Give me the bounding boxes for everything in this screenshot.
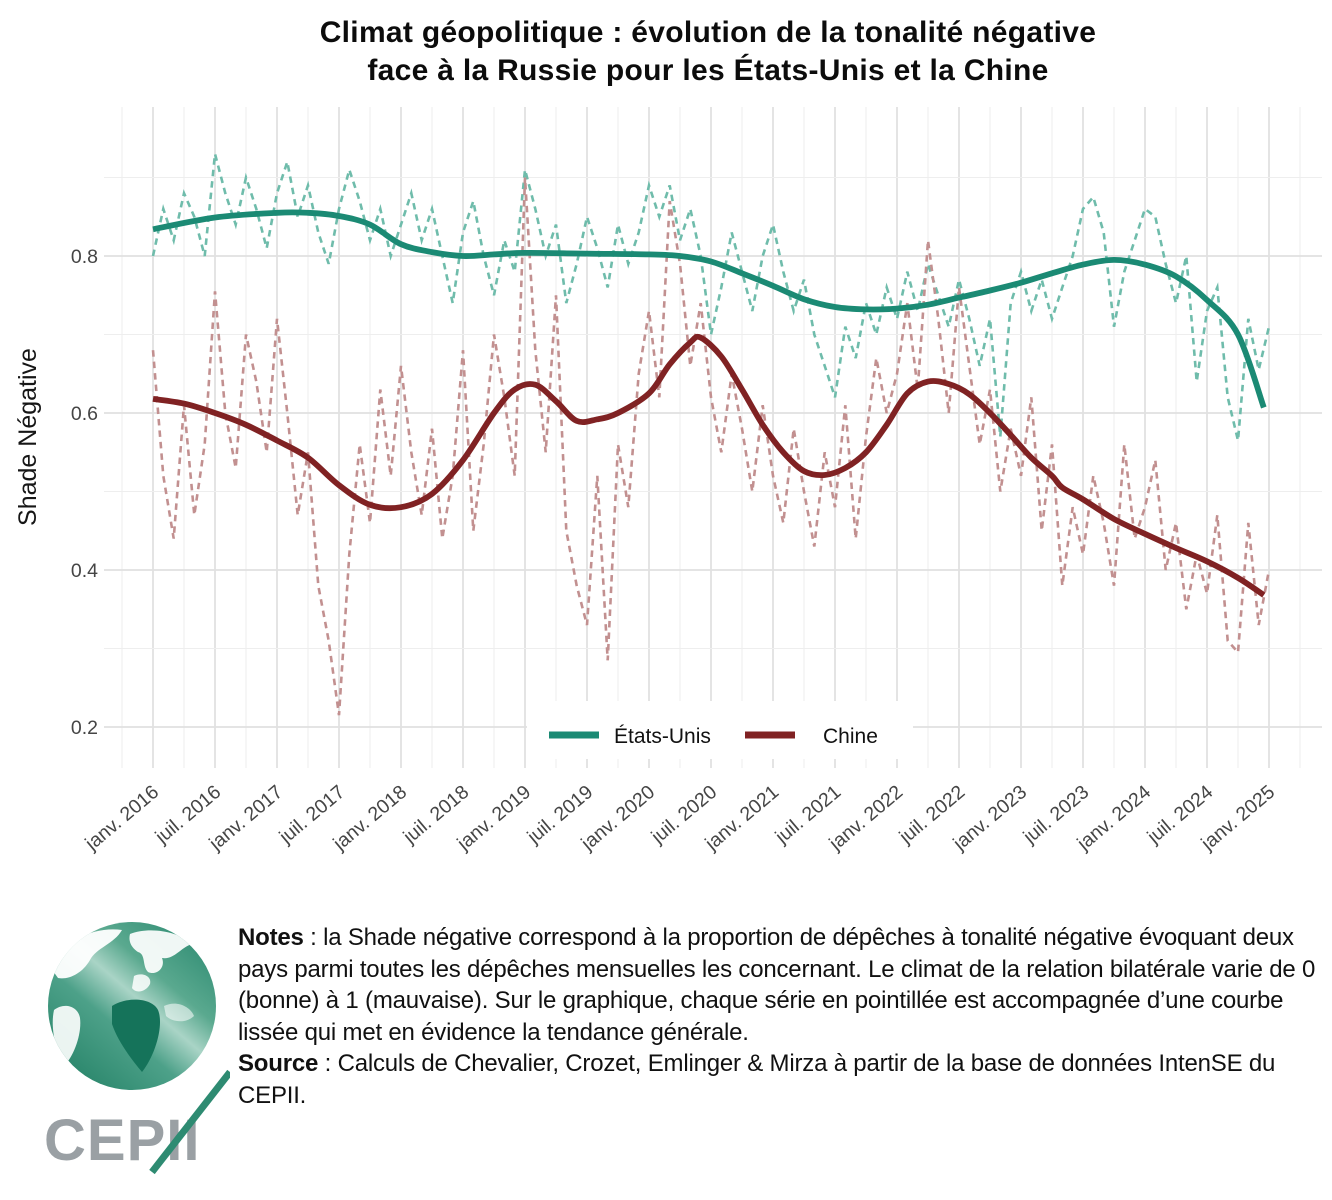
chart-title-line2: face à la Russie pour les États-Unis et … [367,53,1048,87]
notes-paragraph: Notes : la Shade négative correspond à l… [238,922,1326,1048]
x-tick-label: janv. 2016 [80,781,163,855]
gridlines [104,107,1322,768]
chart: Climat géopolitique : évolution de la to… [14,16,1322,856]
y-tick-label: 0.4 [71,560,98,582]
us-trend-line [152,209,1267,409]
legend: États-Unis Chine [527,701,913,759]
y-axis-labels: 0.8 0.6 0.4 0.2 [71,246,98,739]
y-axis-title: Shade Négative [14,348,42,526]
us-monthly-dashed-line [151,153,1271,441]
notes-body: : la Shade négative correspond à la prop… [238,924,1316,1046]
y-tick-label: 0.6 [71,403,98,425]
source-body: : Calculs de Chevalier, Crozet, Emlinger… [238,1050,1276,1109]
globe-icon [48,922,216,1090]
legend-label-chine: Chine [823,725,878,748]
legend-background [527,701,913,759]
series-lines [151,153,1271,716]
chine-trend-line [152,333,1266,598]
source-label: Source [238,1050,319,1077]
notes-text-block: Notes : la Shade négative correspond à l… [238,922,1326,1111]
chine-monthly-dashed-line [151,177,1271,716]
cepii-logo-svg: CEPII [44,922,233,1175]
cepii-slash [149,1069,233,1175]
y-tick-label: 0.2 [71,717,98,739]
legend-label-etats-unis: États-Unis [614,725,711,748]
source-paragraph: Source : Calculs de Chevalier, Crozet, E… [238,1048,1326,1111]
chart-title-line1: Climat géopolitique : évolution de la to… [320,16,1097,49]
notes-label: Notes [238,924,304,951]
cepii-logo: CEPII [34,914,233,1181]
y-tick-label: 0.8 [71,246,98,268]
notes-section: CEPII Notes : la Shade négative correspo… [0,900,1332,1200]
cepii-wordmark: CEPII [44,1069,233,1175]
